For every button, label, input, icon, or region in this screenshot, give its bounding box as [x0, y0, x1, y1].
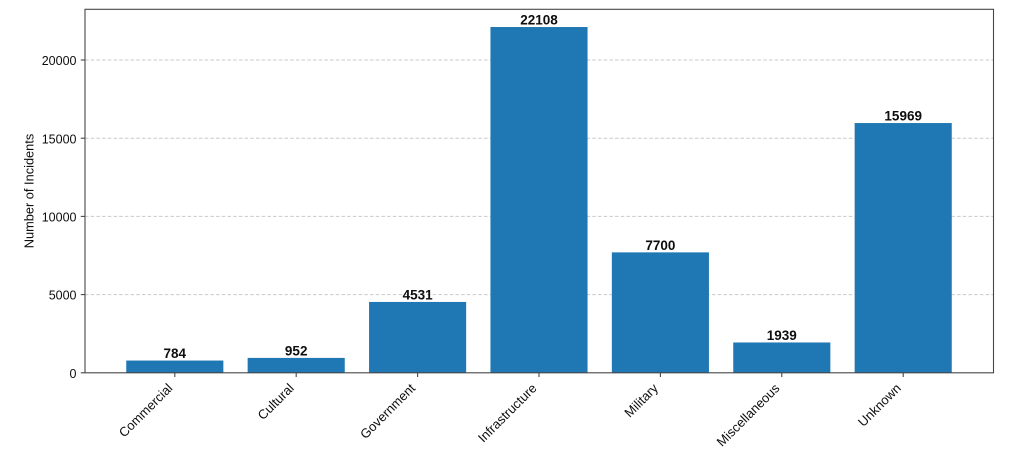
svg-text:10000: 10000: [42, 211, 77, 225]
svg-text:20000: 20000: [42, 54, 77, 68]
svg-text:15969: 15969: [884, 109, 922, 124]
svg-text:0: 0: [70, 367, 77, 381]
svg-text:5000: 5000: [49, 289, 77, 303]
svg-text:15000: 15000: [42, 132, 77, 146]
svg-text:22108: 22108: [520, 13, 558, 28]
svg-text:4531: 4531: [403, 288, 434, 303]
svg-text:Number of Incidents: Number of Incidents: [22, 134, 37, 249]
svg-text:784: 784: [164, 346, 187, 361]
svg-text:7700: 7700: [645, 238, 675, 253]
svg-text:1939: 1939: [767, 328, 797, 343]
svg-text:952: 952: [285, 344, 308, 359]
